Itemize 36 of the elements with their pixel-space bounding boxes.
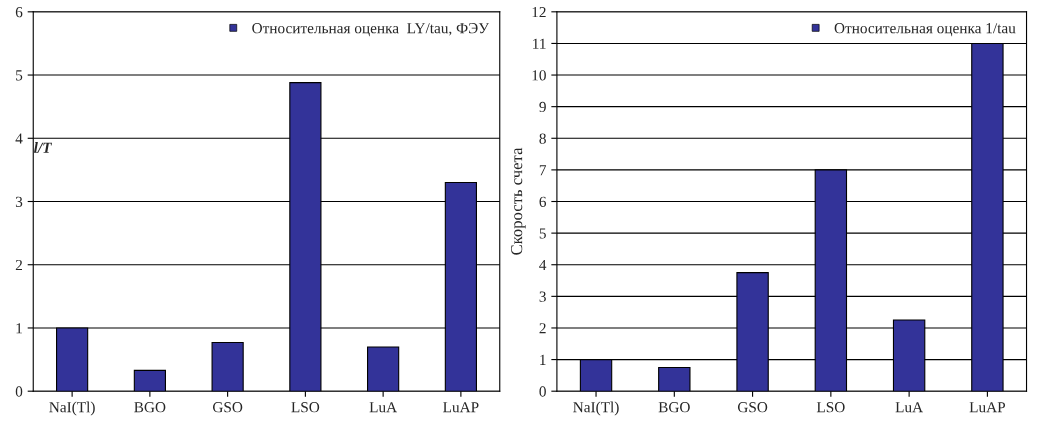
y-tick-label: 6 [15,7,23,18]
x-tick-label: LuA [895,402,924,413]
y-tick-label: 0 [539,386,546,397]
x-tick-label: GSO [212,402,243,413]
y-tick-label: 0 [15,386,23,397]
y-tick-label: 3 [539,291,546,302]
y-tick-label: 10 [532,70,546,81]
y-tick-label: 5 [16,70,23,81]
x-tick-label: LuAP [443,402,479,413]
x-tick-label: LuAP [969,402,1006,413]
y-tick-label: 4 [15,133,23,144]
y-tick-label: 1 [16,323,22,334]
y-tick-label: 2 [15,259,22,271]
y-axis-title: Скорость счета [511,147,526,255]
y-tick-label: 5 [539,228,546,239]
y-axis-title: l/T [34,142,52,153]
y-tick-label: 9 [539,101,546,113]
x-tick-label: BGO [134,402,166,413]
x-tick-label: LSO [291,402,320,413]
x-tick-label: NaI(Tl) [49,401,95,416]
x-tick-label: LSO [816,402,845,413]
y-tick-label: 2 [539,323,546,334]
y-tick-label: 8 [539,133,546,144]
legend-label: Относительная оценка LY/tau, ФЭУ [252,23,490,37]
y-tick-label: 7 [539,165,547,176]
y-tick-label: 4 [539,259,547,271]
y-tick-label: 3 [15,196,23,207]
y-tick-label: 12 [532,7,546,18]
y-tick-label: 11 [533,38,546,49]
x-tick-label: GSO [737,402,768,413]
x-tick-label: NaI(Tl) [573,401,619,416]
y-tick-label: 1 [540,354,546,365]
y-tick-label: 6 [539,196,547,207]
x-tick-label: BGO [658,402,690,413]
legend-label: Относительная оценка 1/tau [834,23,1016,37]
x-tick-label: LuA [369,402,398,413]
